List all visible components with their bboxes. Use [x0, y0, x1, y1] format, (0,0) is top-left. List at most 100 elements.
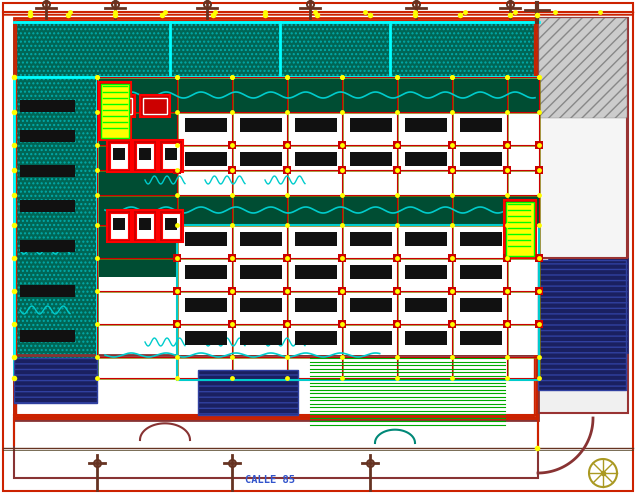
Bar — [460, 331, 502, 345]
Bar — [350, 152, 392, 166]
Bar — [338, 287, 346, 295]
Bar — [538, 260, 626, 390]
Bar — [162, 143, 180, 169]
Bar — [448, 320, 456, 328]
Bar — [295, 232, 337, 246]
Bar — [448, 166, 456, 174]
Bar — [558, 255, 626, 355]
Bar — [240, 232, 282, 246]
Bar — [539, 18, 627, 258]
Bar — [177, 225, 539, 380]
Bar — [228, 166, 236, 174]
Bar — [228, 287, 236, 295]
Bar — [140, 95, 170, 117]
Bar — [503, 254, 511, 262]
Bar — [393, 166, 401, 174]
Bar — [350, 118, 392, 132]
Bar — [159, 210, 183, 242]
Bar — [165, 148, 177, 160]
Bar — [393, 287, 401, 295]
Bar — [503, 320, 511, 328]
Bar — [14, 22, 539, 77]
Bar — [136, 143, 154, 169]
Bar — [14, 77, 97, 377]
Bar — [283, 141, 291, 149]
Bar — [393, 254, 401, 262]
Bar — [538, 18, 628, 413]
Bar — [503, 287, 511, 295]
Bar — [133, 210, 157, 242]
Bar — [105, 95, 135, 117]
Bar — [108, 98, 132, 114]
Bar — [185, 331, 227, 345]
Bar — [405, 152, 447, 166]
Text: CALLE 85: CALLE 85 — [245, 475, 295, 485]
Bar — [97, 77, 539, 112]
Bar — [283, 254, 291, 262]
Bar — [139, 148, 151, 160]
Bar — [113, 218, 125, 230]
Bar — [283, 166, 291, 174]
Bar — [136, 213, 154, 239]
Bar — [448, 141, 456, 149]
Bar — [97, 195, 539, 225]
Bar — [20, 165, 75, 177]
Bar — [173, 320, 181, 328]
Bar — [460, 232, 502, 246]
Bar — [20, 285, 75, 297]
Bar — [177, 225, 539, 355]
Bar — [338, 141, 346, 149]
Bar — [350, 232, 392, 246]
Bar — [535, 254, 543, 262]
Bar — [338, 166, 346, 174]
Bar — [350, 298, 392, 312]
Bar — [338, 254, 346, 262]
Bar — [14, 358, 97, 403]
Bar — [159, 140, 183, 172]
Bar — [504, 200, 536, 258]
Bar — [177, 112, 539, 195]
Bar — [448, 254, 456, 262]
Bar — [133, 140, 157, 172]
Bar — [548, 258, 628, 353]
Bar — [448, 287, 456, 295]
Bar — [295, 152, 337, 166]
Bar — [198, 370, 298, 415]
Bar — [460, 298, 502, 312]
Bar — [228, 320, 236, 328]
Bar — [20, 200, 75, 212]
Bar — [20, 100, 75, 112]
Bar — [139, 218, 151, 230]
Bar — [240, 152, 282, 166]
Bar — [162, 213, 180, 239]
Bar — [107, 140, 131, 172]
Bar — [503, 141, 511, 149]
Bar — [185, 265, 227, 279]
Bar — [240, 331, 282, 345]
Bar — [405, 298, 447, 312]
Bar — [20, 130, 75, 142]
Bar — [295, 118, 337, 132]
Bar — [16, 20, 534, 416]
Bar — [350, 331, 392, 345]
Bar — [503, 166, 511, 174]
Bar — [113, 148, 125, 160]
Bar — [99, 82, 131, 140]
Bar — [107, 210, 131, 242]
Bar — [393, 141, 401, 149]
Bar — [240, 265, 282, 279]
Bar — [283, 287, 291, 295]
Bar — [173, 166, 181, 174]
Bar — [173, 254, 181, 262]
Bar — [101, 84, 129, 138]
Bar — [20, 240, 75, 252]
Bar — [535, 141, 543, 149]
Bar — [20, 330, 75, 342]
Bar — [185, 232, 227, 246]
Bar — [110, 143, 128, 169]
Bar — [283, 320, 291, 328]
Bar — [460, 118, 502, 132]
Bar — [173, 287, 181, 295]
Bar — [460, 265, 502, 279]
Bar — [185, 118, 227, 132]
